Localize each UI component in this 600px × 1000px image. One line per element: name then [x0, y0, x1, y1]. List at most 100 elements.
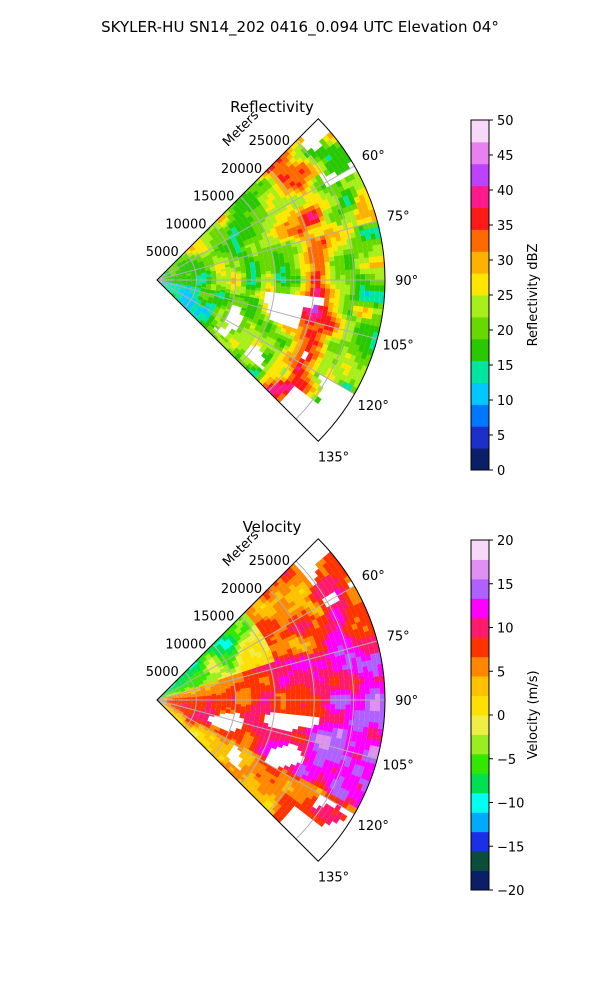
radar-gate: [223, 344, 230, 351]
radar-gate: [362, 666, 369, 674]
radar-gate: [216, 276, 222, 279]
radar-gate: [169, 708, 174, 712]
radar-gate: [186, 274, 192, 277]
radar-gate: [188, 293, 194, 297]
radar-gate: [186, 725, 191, 730]
radar-gate: [287, 247, 293, 253]
radar-gate: [200, 302, 206, 307]
radar-gate: [230, 226, 237, 232]
radar-gate: [355, 316, 362, 324]
radar-gate: [245, 624, 252, 631]
radar-gate: [245, 269, 251, 274]
radar-gate: [213, 259, 219, 264]
radar-gate: [217, 311, 224, 316]
radar-gate: [285, 272, 291, 277]
radar-gate: [229, 330, 235, 336]
radar-gate: [320, 279, 326, 285]
radar-gate: [250, 366, 257, 373]
radar-gate: [234, 730, 241, 735]
radar-gate: [294, 257, 300, 263]
radar-gate: [165, 285, 170, 289]
radar-gate: [203, 260, 209, 264]
radar-gate: [319, 677, 325, 684]
radar-gate: [255, 268, 261, 273]
radar-gate: [266, 790, 273, 797]
radar-gate: [239, 625, 246, 632]
radar-gate: [191, 307, 197, 312]
radar-gate: [365, 699, 371, 706]
radar-gate: [267, 352, 274, 359]
radar-gate: [342, 664, 348, 671]
radar-gate: [266, 612, 274, 619]
radar-gate: [315, 695, 321, 701]
radar-gate: [186, 697, 192, 699]
radar-gate: [205, 243, 212, 248]
radar-gate: [314, 262, 321, 268]
radar-gate: [168, 289, 173, 293]
radar-gate: [304, 679, 310, 685]
radar-gate: [263, 256, 270, 261]
radar-gate: [340, 654, 347, 662]
radar-gate: [268, 170, 276, 178]
radar-gate: [226, 281, 232, 285]
radar-gate: [275, 204, 282, 211]
radar-gate: [261, 597, 268, 605]
radar-gate: [378, 675, 385, 683]
radar-gate: [316, 244, 323, 251]
radar-gate: [327, 586, 335, 595]
radar-gate: [321, 310, 328, 317]
radar-gate: [363, 295, 370, 303]
radar-gate: [315, 703, 321, 709]
radar-gate: [369, 682, 375, 690]
radar-gate: [171, 703, 177, 705]
radar-gate: [166, 281, 172, 283]
radar-gate: [214, 668, 220, 673]
radar-gate: [261, 382, 269, 389]
radar-gate: [239, 243, 245, 249]
radar-gate: [327, 247, 334, 254]
radar-gate: [250, 730, 257, 735]
radar-gate: [236, 237, 243, 242]
radar-gate: [161, 694, 166, 698]
radar-gate: [190, 690, 196, 693]
radar-gate: [232, 349, 239, 356]
radar-gate: [343, 254, 350, 261]
radar-gate: [237, 746, 243, 752]
radar-gate: [202, 259, 208, 263]
radar-gate: [287, 250, 294, 256]
radar-gate: [260, 702, 267, 706]
radar-gate: [198, 241, 204, 246]
radar-gate: [241, 307, 247, 312]
radar-gate: [180, 690, 186, 693]
radar-gate: [257, 792, 264, 800]
colorbar-swatch: [471, 229, 489, 252]
radar-gate: [170, 705, 176, 708]
radar-gate: [196, 720, 202, 724]
radar-gate: [256, 277, 262, 281]
radar-gate: [197, 240, 203, 245]
radar-gate: [243, 313, 250, 319]
radar-gate: [248, 637, 255, 644]
radar-gate: [234, 347, 241, 354]
radar-gate: [345, 704, 351, 711]
radar-gate: [170, 704, 176, 708]
radar-gate: [185, 726, 191, 731]
radar-gate: [225, 762, 231, 769]
radar-gate: [186, 670, 191, 675]
radar-gate: [273, 192, 280, 199]
radar-gate: [181, 273, 187, 275]
radar-gate: [354, 651, 361, 659]
colorbar-swatch: [471, 382, 489, 405]
radar-gate: [335, 270, 341, 276]
radar-gate: [378, 722, 384, 731]
radar-gate: [233, 333, 239, 339]
radar-gate: [316, 729, 323, 736]
radar-gate: [254, 795, 262, 802]
radar-gate: [231, 701, 237, 705]
radar-gate: [258, 626, 266, 633]
radar-gate: [278, 386, 286, 393]
radar-gate: [192, 296, 198, 300]
radar-gate: [315, 266, 321, 272]
radar-gate: [213, 656, 219, 661]
radar-gate: [237, 623, 244, 630]
